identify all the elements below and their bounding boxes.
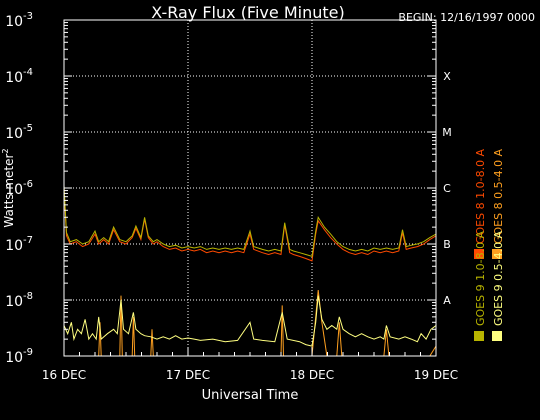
y-tick-mantissa: 10 [5, 14, 23, 30]
flare-class-labels: X M C B A [442, 70, 452, 307]
x-axis-label: Universal Time [202, 388, 299, 403]
y-tick-mantissa: 10 [5, 126, 23, 142]
y-tick-exponent: -7 [23, 235, 33, 246]
flare-class-c: C [443, 182, 451, 195]
x-axis-ticks: 16 DEC 17 DEC 18 DEC 19 DEC [42, 348, 458, 382]
y-tick-mantissa: 10 [5, 350, 23, 366]
y-tick-mantissa: 10 [5, 182, 23, 198]
y-tick-label: 10-9 [5, 347, 33, 366]
y-axis-label-text: Watts meter [2, 153, 16, 227]
y-tick-exponent: -9 [23, 347, 33, 358]
series-line-0 [63, 187, 437, 262]
x-tick-label: 16 DEC [42, 368, 86, 382]
flare-class-b: B [443, 238, 451, 251]
y-tick-mantissa: 10 [5, 294, 23, 310]
series-line-1 [63, 185, 437, 258]
legend-label-2: GOES 8 0.5-4.0 A [492, 148, 505, 244]
y-tick-exponent: -5 [23, 123, 33, 134]
legend-label-0: GOES 8 1.0-8.0 A [474, 148, 487, 244]
legend-label-1: GOES 9 1.0-8.0 A [474, 230, 487, 326]
y-tick-label: 10-8 [5, 291, 33, 310]
y-tick-mantissa: 10 [5, 238, 23, 254]
x-tick-label: 19 DEC [414, 368, 458, 382]
y-axis-ticks: 10-910-810-710-610-510-410-3 [5, 11, 436, 366]
y-tick-exponent: -4 [23, 67, 33, 78]
legend-swatch-3 [492, 331, 502, 341]
x-tick-label: 18 DEC [290, 368, 334, 382]
flare-class-a: A [443, 294, 451, 307]
legend-swatch-1 [474, 331, 484, 341]
grid-lines [64, 20, 436, 356]
y-tick-label: 10-6 [5, 179, 33, 198]
flare-class-m: M [442, 126, 452, 139]
y-tick-label: 10-3 [5, 11, 33, 30]
legend: GOES 8 1.0-8.0 A GOES 8 0.5-4.0 A GOES 9 1… [474, 148, 505, 341]
begin-date-label: BEGIN: 12/16/1997 0000 [398, 11, 535, 24]
legend-label-3: GOES 9 0.5-4.0 A [492, 230, 505, 326]
series-layer [63, 185, 437, 357]
y-tick-exponent: -8 [23, 291, 33, 302]
y-tick-mantissa: 10 [5, 70, 23, 86]
y-axis-label-exponent: 2 [1, 148, 10, 153]
chart-title: X-Ray Flux (Five Minute) [151, 3, 344, 22]
y-tick-exponent: -3 [23, 11, 33, 22]
legend-swatch-2 [492, 249, 502, 259]
flare-class-x: X [443, 70, 451, 83]
y-axis-label: Watts meter2 [1, 148, 16, 227]
y-tick-label: 10-4 [5, 67, 33, 86]
y-tick-label: 10-7 [5, 235, 33, 254]
legend-swatch-0 [474, 249, 484, 259]
series-line-3 [63, 295, 437, 347]
x-tick-label: 17 DEC [166, 368, 210, 382]
y-tick-exponent: -6 [23, 179, 33, 190]
y-tick-label: 10-5 [5, 123, 33, 142]
